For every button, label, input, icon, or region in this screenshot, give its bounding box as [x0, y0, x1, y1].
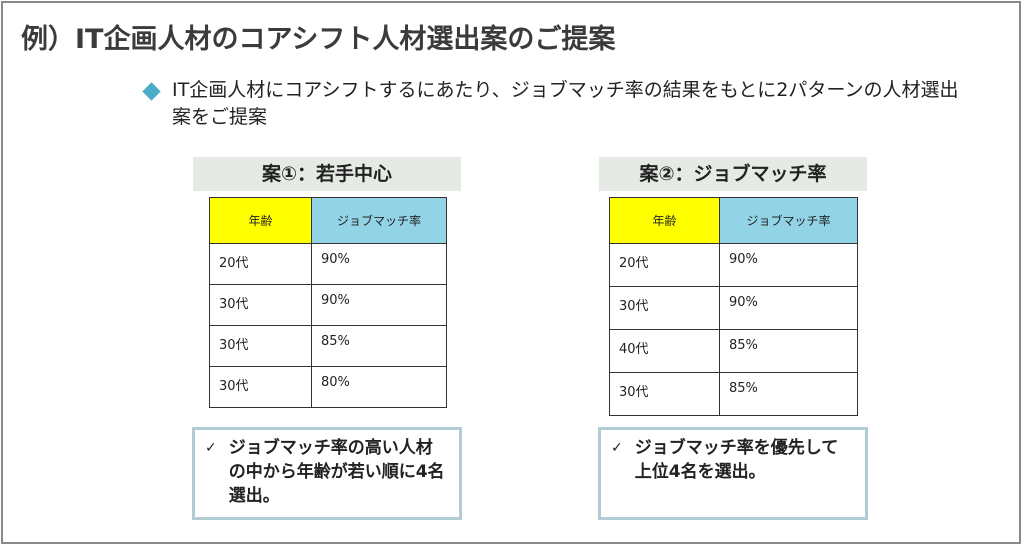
table-row: 20代 90%: [609, 243, 858, 287]
lead-bullet: IT企画人材にコアシフトするにあたり、ジョブマッチ率の結果をもとに2パターンの人…: [141, 77, 961, 131]
table-row: 30代 90%: [609, 286, 858, 330]
checkmark-icon: ✓: [205, 440, 217, 456]
plan-1-heading: 案①：若手中心: [193, 157, 461, 191]
diamond-bullet-icon: [142, 82, 161, 101]
checkmark-icon: ✓: [611, 440, 623, 456]
plan-heading: 案②：ジョブマッチ率: [599, 157, 867, 191]
plan-2-heading: 案②：ジョブマッチ率: [599, 157, 867, 191]
cell-age: 30代: [609, 286, 720, 330]
plan-1-table: 年齢 ジョブマッチ率 20代 90% 30代 90% 30代 85% 30代 8…: [209, 197, 447, 408]
column-header-match-rate: ジョブマッチ率: [311, 197, 447, 244]
plan-2-note: ✓ ジョブマッチ率を優先して上位4名を選出。: [598, 427, 868, 520]
plan-heading: 案①：若手中心: [193, 157, 461, 191]
note-text: ジョブマッチ率の高い人材の中から年齢が若い順に4名選出。: [228, 438, 445, 506]
cell-match-rate: 90%: [311, 284, 447, 326]
cell-age: 30代: [609, 372, 720, 416]
column-header-match-rate: ジョブマッチ率: [719, 197, 858, 244]
table-row: 40代 85%: [609, 329, 858, 373]
table-row: 30代 80%: [209, 366, 447, 408]
cell-match-rate: 85%: [311, 325, 447, 367]
cell-age: 40代: [609, 329, 720, 373]
lead-text: IT企画人材にコアシフトするにあたり、ジョブマッチ率の結果をもとに2パターンの人…: [172, 79, 959, 128]
cell-match-rate: 90%: [719, 243, 858, 287]
table-header-row: 年齢 ジョブマッチ率: [209, 197, 447, 244]
cell-age: 30代: [209, 325, 312, 367]
column-header-age: 年齢: [209, 197, 312, 244]
slide-title: 例）IT企画人材のコアシフト人材選出案のご提案: [21, 24, 616, 55]
cell-age: 30代: [209, 366, 312, 408]
note-text: ジョブマッチ率を優先して上位4名を選出。: [634, 438, 839, 482]
cell-age: 30代: [209, 284, 312, 326]
cell-match-rate: 85%: [719, 329, 858, 373]
plan-1-note: ✓ ジョブマッチ率の高い人材の中から年齢が若い順に4名選出。: [192, 427, 462, 520]
plan-2-table: 年齢 ジョブマッチ率 20代 90% 30代 90% 40代 85% 30代 8…: [609, 197, 858, 416]
cell-age: 20代: [209, 243, 312, 285]
cell-match-rate: 85%: [719, 372, 858, 416]
table-row: 30代 90%: [209, 284, 447, 326]
table-row: 30代 85%: [609, 372, 858, 416]
cell-match-rate: 90%: [719, 286, 858, 330]
column-header-age: 年齢: [609, 197, 720, 244]
cell-match-rate: 80%: [311, 366, 447, 408]
cell-match-rate: 90%: [311, 243, 447, 285]
table-row: 20代 90%: [209, 243, 447, 285]
table-row: 30代 85%: [209, 325, 447, 367]
cell-age: 20代: [609, 243, 720, 287]
table-header-row: 年齢 ジョブマッチ率: [609, 197, 858, 244]
